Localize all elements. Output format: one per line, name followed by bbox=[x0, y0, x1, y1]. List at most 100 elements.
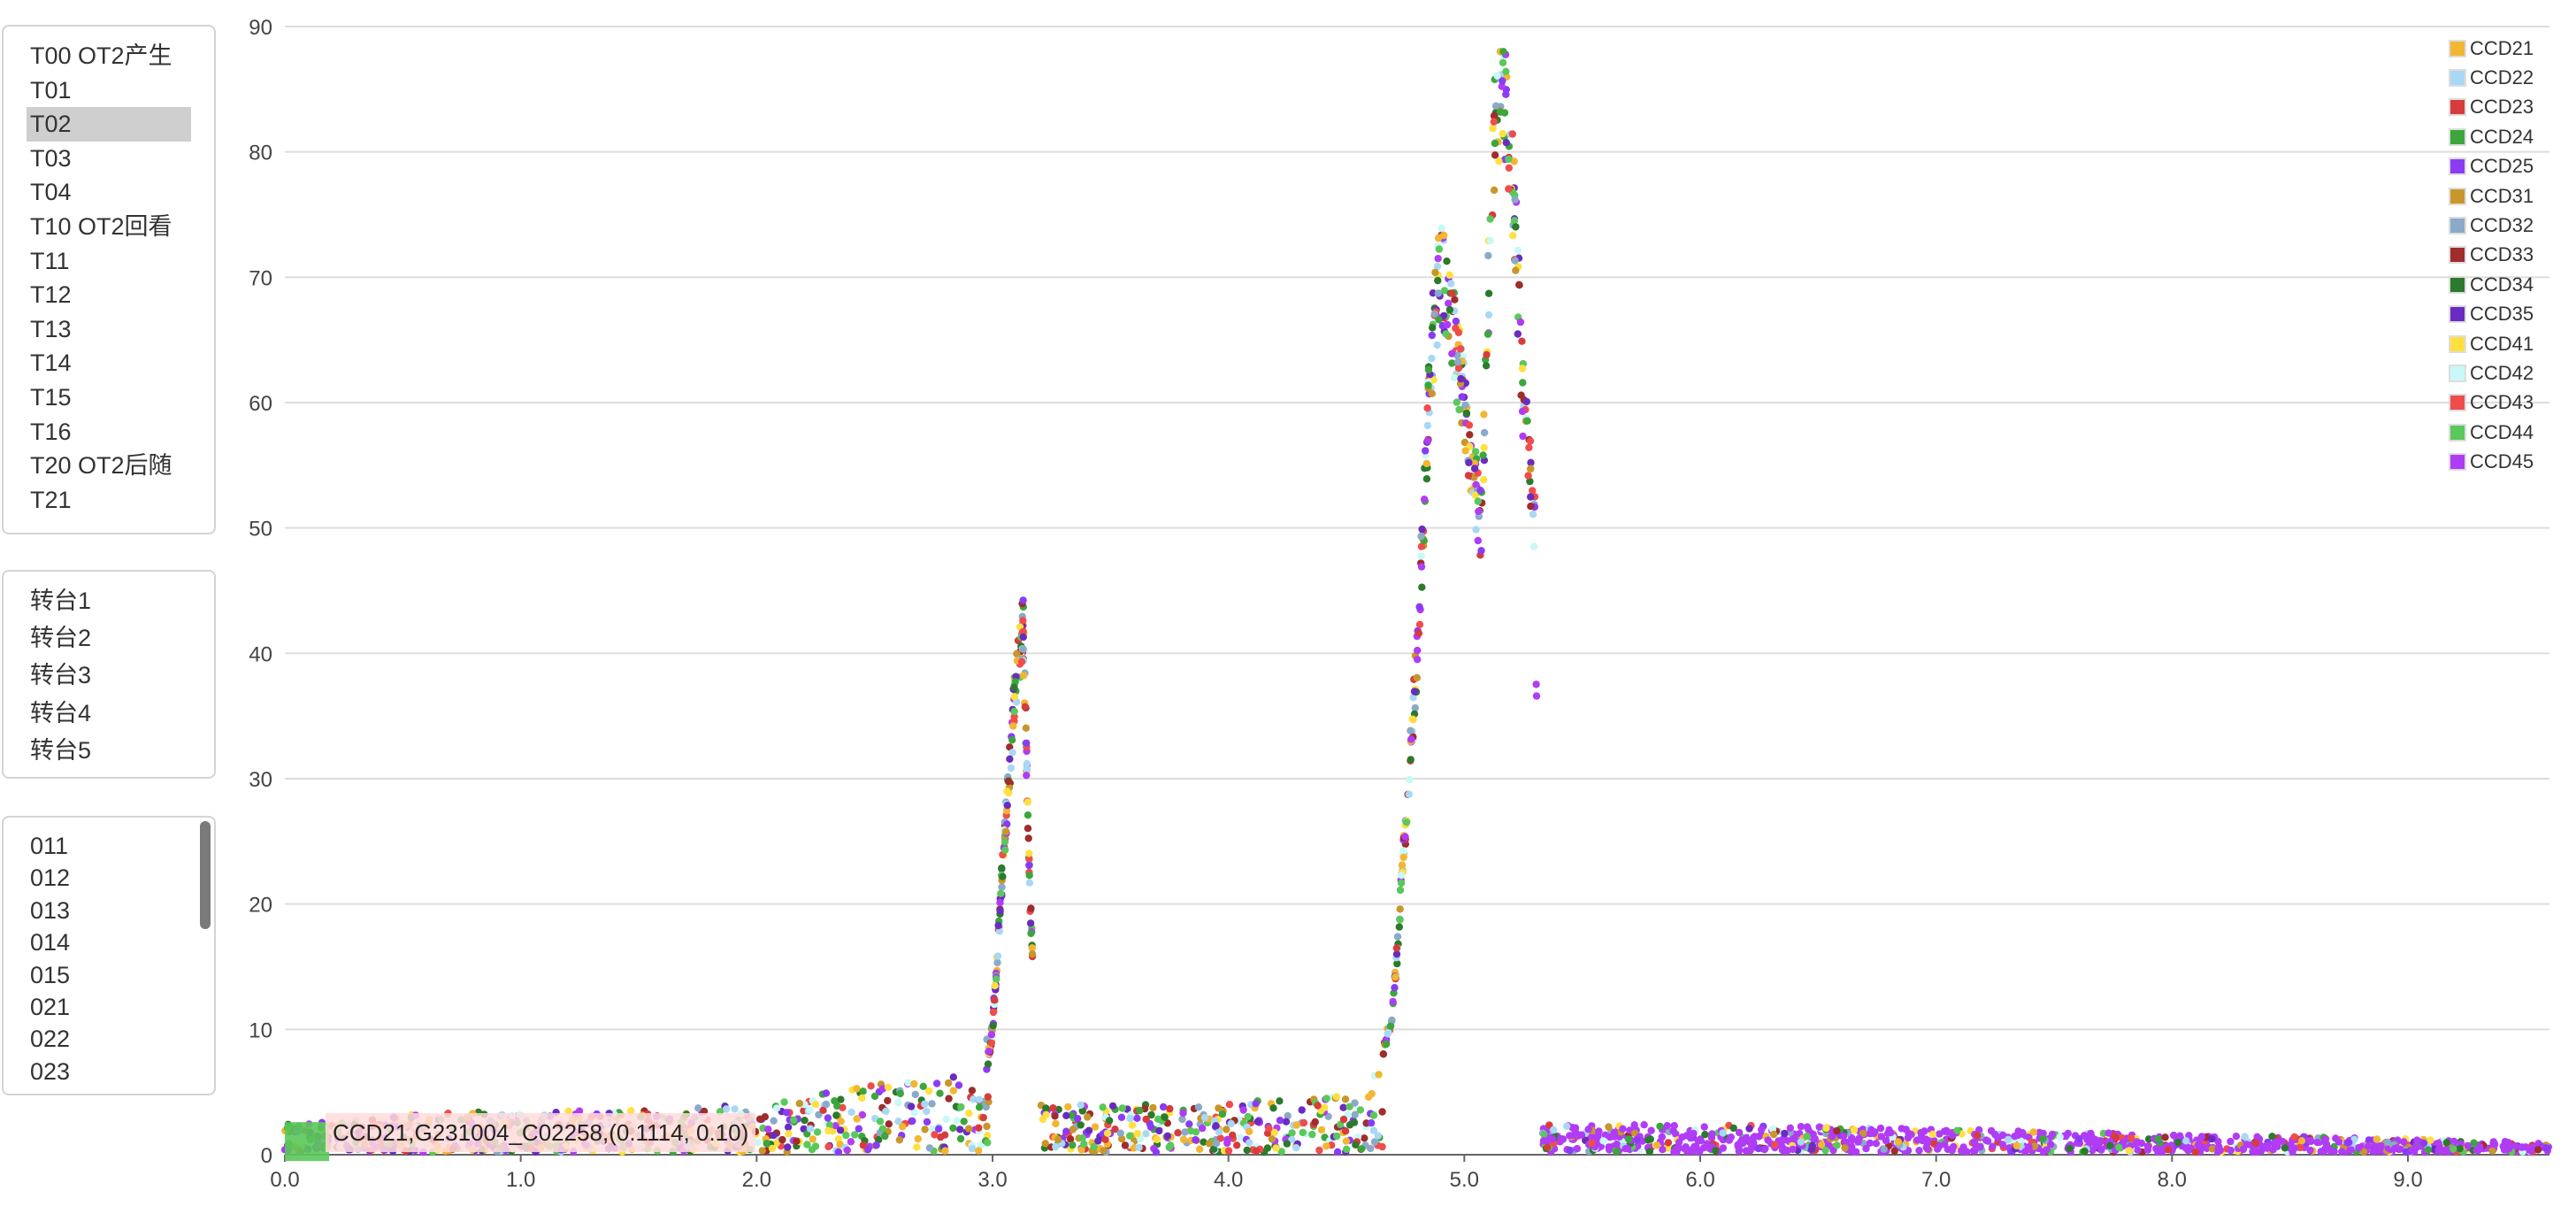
legend-item[interactable]: CCD21 bbox=[2449, 34, 2534, 63]
task-list-item[interactable]: T01 bbox=[30, 76, 72, 104]
task-list-item[interactable]: T11 bbox=[30, 247, 70, 274]
data-point bbox=[1019, 617, 1027, 625]
data-point bbox=[1146, 1123, 1155, 1132]
ccd-list-item[interactable]: 014 bbox=[30, 929, 71, 957]
data-point bbox=[949, 1124, 957, 1133]
task-list-item[interactable]: T14 bbox=[30, 350, 72, 377]
data-point bbox=[2321, 1135, 2329, 1143]
legend-item[interactable]: CCD35 bbox=[2449, 300, 2534, 329]
data-point bbox=[1516, 318, 1525, 327]
legend-item[interactable]: CCD45 bbox=[2449, 447, 2534, 476]
legend-item[interactable]: CCD32 bbox=[2449, 211, 2534, 240]
ccd-list-item[interactable]: 013 bbox=[30, 896, 71, 924]
data-point bbox=[1369, 1126, 1378, 1134]
data-point bbox=[2371, 1147, 2379, 1156]
legend-item[interactable]: CCD41 bbox=[2449, 329, 2534, 358]
ccd-list-item[interactable]: 012 bbox=[30, 864, 71, 892]
legend-item[interactable]: CCD25 bbox=[2449, 152, 2534, 181]
data-point bbox=[1414, 656, 1422, 664]
data-point bbox=[1559, 1135, 1568, 1143]
data-point bbox=[575, 1107, 584, 1115]
task-list-item[interactable]: T03 bbox=[30, 144, 72, 172]
data-point bbox=[2534, 1146, 2542, 1154]
legend-swatch bbox=[2449, 246, 2466, 265]
legend-item[interactable]: CCD43 bbox=[2449, 388, 2534, 418]
data-point bbox=[1100, 1147, 1108, 1155]
data-point bbox=[1566, 1146, 1574, 1155]
legend-swatch bbox=[2449, 453, 2466, 472]
task-list-item[interactable]: T16 bbox=[30, 418, 72, 445]
data-point bbox=[1414, 646, 1422, 655]
data-point bbox=[1540, 1131, 1549, 1140]
data-point bbox=[1418, 583, 1426, 591]
ccd-list-item[interactable]: 011 bbox=[30, 833, 69, 859]
data-point bbox=[997, 889, 1005, 897]
turret-list-item[interactable]: 转台5 bbox=[30, 736, 92, 764]
turret-list-item[interactable]: 转台2 bbox=[30, 625, 92, 652]
data-point bbox=[1409, 694, 1417, 702]
data-point bbox=[1008, 749, 1016, 757]
ccd-list-item[interactable]: 022 bbox=[30, 1026, 71, 1053]
data-point bbox=[1136, 1106, 1144, 1115]
y-tick-label: 60 bbox=[249, 392, 272, 416]
data-point bbox=[1025, 861, 1033, 870]
task-list-item[interactable]: T00 OT2产生 bbox=[30, 42, 172, 69]
data-point bbox=[1161, 1113, 1169, 1121]
legend-item[interactable]: CCD31 bbox=[2449, 181, 2534, 211]
data-point bbox=[1577, 1131, 1586, 1139]
data-point bbox=[1694, 1137, 1702, 1145]
data-point bbox=[1474, 536, 1483, 545]
data-point bbox=[2334, 1138, 2343, 1146]
task-list-item[interactable]: T21 bbox=[30, 486, 72, 513]
data-point bbox=[1108, 1102, 1117, 1110]
data-point bbox=[1527, 465, 1535, 473]
ccd-list-item[interactable]: 015 bbox=[30, 961, 71, 988]
task-list-item[interactable]: T02 bbox=[27, 107, 191, 142]
data-point bbox=[1153, 1135, 1162, 1144]
legend-item[interactable]: CCD33 bbox=[2449, 241, 2534, 270]
data-point bbox=[2345, 1138, 2353, 1147]
turret-list-item[interactable]: 转台4 bbox=[30, 699, 92, 726]
data-point bbox=[1595, 1127, 1603, 1135]
data-point bbox=[1484, 289, 1493, 297]
data-point bbox=[1460, 438, 1469, 447]
legend-item[interactable]: CCD44 bbox=[2449, 418, 2534, 447]
turret-list-item[interactable]: 转台1 bbox=[30, 588, 92, 614]
legend-item[interactable]: CCD24 bbox=[2449, 122, 2534, 151]
legend-item[interactable]: CCD22 bbox=[2449, 63, 2534, 92]
task-list-item[interactable]: T12 bbox=[30, 281, 72, 309]
data-point bbox=[1391, 984, 1399, 992]
data-point bbox=[1431, 268, 1439, 277]
data-point bbox=[1510, 158, 1518, 165]
data-point bbox=[1675, 1138, 1683, 1147]
data-point bbox=[1042, 1104, 1050, 1112]
ccd-list-item[interactable]: 021 bbox=[30, 994, 71, 1021]
ccd-list-scrollbar[interactable] bbox=[200, 821, 211, 929]
data-point bbox=[1443, 257, 1451, 265]
data-point bbox=[983, 1122, 991, 1131]
data-point bbox=[1068, 1111, 1076, 1119]
task-list-item[interactable]: T04 bbox=[30, 179, 72, 206]
task-list-item[interactable]: T15 bbox=[30, 383, 72, 411]
data-point bbox=[928, 1100, 936, 1108]
data-point bbox=[1950, 1142, 1958, 1151]
data-point bbox=[1456, 345, 1465, 353]
legend-item[interactable]: CCD34 bbox=[2449, 270, 2534, 299]
data-point bbox=[1754, 1144, 1763, 1153]
legend-label: CCD32 bbox=[2470, 214, 2534, 237]
data-point bbox=[1010, 707, 1018, 716]
legend-item[interactable]: CCD42 bbox=[2449, 358, 2534, 388]
turret-list-item[interactable]: 转台3 bbox=[30, 662, 92, 689]
data-point bbox=[884, 1083, 893, 1092]
ccd-list-item[interactable]: 023 bbox=[30, 1057, 71, 1085]
ccd-list-item[interactable]: 024 bbox=[27, 1087, 191, 1094]
task-list-item[interactable]: T13 bbox=[30, 315, 72, 342]
data-point bbox=[1502, 90, 1510, 98]
task-list-item[interactable]: T20 OT2后随 bbox=[30, 452, 172, 480]
data-point bbox=[1282, 1118, 1291, 1126]
data-point bbox=[1069, 1126, 1077, 1133]
legend-item[interactable]: CCD23 bbox=[2449, 93, 2534, 122]
task-list-item[interactable]: T10 OT2回看 bbox=[30, 212, 172, 240]
data-point bbox=[1490, 186, 1499, 195]
data-point bbox=[1917, 1128, 1925, 1137]
